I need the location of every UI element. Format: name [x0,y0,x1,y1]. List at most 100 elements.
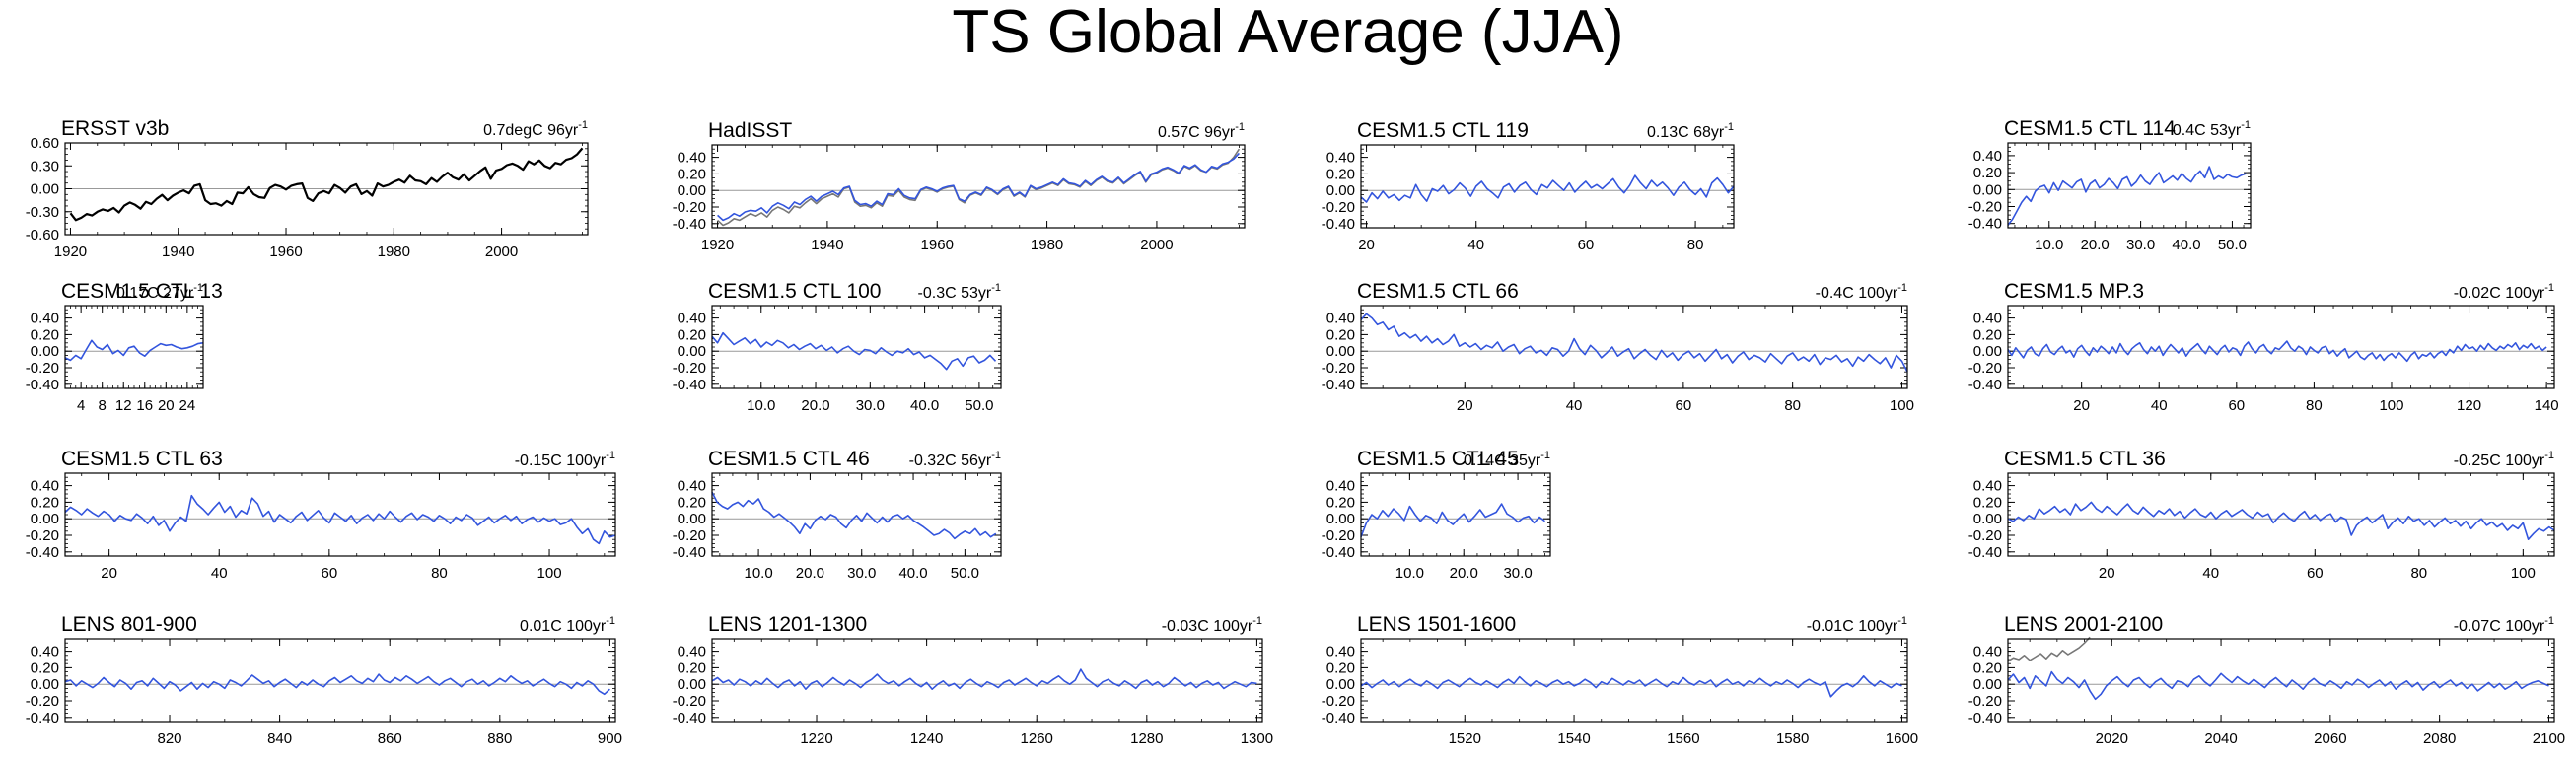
series-line-cesm1-5-mp-3 [2007,340,2547,363]
panel-lens1501: LENS 1501-1600 -0.01C 100yr-1 0.400.200.00… [1322,613,1918,747]
y-tick-label: 0.00 [1973,676,2002,693]
trend-value: 0.13C 68yr [1647,124,1725,141]
y-tick-label: -0.20 [673,693,706,710]
x-tick-label: 30.0 [847,565,876,582]
plot-frame [711,305,1002,389]
panel-ctl46: CESM1.5 CTL 46 -0.32C 56yr-10.400.200.00-… [673,448,1002,582]
trend-value: 0.01C 100yr [520,618,607,635]
x-tick-label: 2080 [2423,730,2456,747]
y-tick-label: 0.40 [1326,478,1355,495]
panel-ctl66: CESM1.5 CTL 66 -0.4C 100yr-10.400.200.00-… [1322,280,1914,414]
trend-exponent: -1 [1724,121,1734,133]
panel-lens1201: LENS 1201-1300 -0.03C 100yr-1 0.400.200.00… [673,613,1273,747]
plot-frame [2007,305,2555,389]
y-tick-label: 0.40 [1973,478,2002,495]
x-tick-label: 1980 [1031,237,1063,253]
y-tick-label: 0.00 [1973,511,2002,527]
x-tick-label: 1980 [378,243,410,260]
x-tick-label: 1920 [701,237,734,253]
trend-value: -0.25C 100yr [2454,452,2545,469]
series-line-cesm1-5-ctl-13 [64,339,204,362]
x-tick-label: 1220 [800,730,832,747]
y-tick-label: 0.20 [1326,494,1355,511]
y-tick-label: -0.40 [26,710,59,727]
x-tick-label: 80 [2410,565,2427,582]
plot-frame [711,144,1246,229]
x-tick-label: 840 [267,730,292,747]
y-tick-label: 0.40 [678,150,706,167]
y-tick-label: -0.40 [1968,544,2002,561]
y-tick-label: -0.20 [26,693,59,710]
x-tick-label: 24 [179,397,196,414]
plot-frame [2007,142,2252,229]
x-tick-label: 10.0 [747,397,775,414]
trend-label: 0.17C 27yr-1 [116,282,203,302]
x-tick-label: 30.0 [2126,237,2155,253]
panel-ctl63: CESM1.5 CTL 63 -0.15C 100yr-1 0.400.200.00… [26,448,616,582]
y-tick-label: -0.20 [1968,693,2002,710]
x-tick-label: 100 [2511,565,2536,582]
y-tick-label: 0.20 [31,494,59,511]
y-tick-label: 0.40 [678,311,706,327]
trend-exponent: -1 [1252,615,1262,627]
y-tick-label: 0.40 [31,644,59,661]
x-tick-label: 1300 [1241,730,1273,747]
panel-title: LENS 2001-2100 [2004,613,2163,636]
y-tick-label: 0.20 [678,494,706,511]
x-tick-label: 20.0 [801,397,829,414]
x-tick-label: 60 [1578,237,1595,253]
y-tick-label: -0.40 [1322,544,1355,561]
plot-frame [64,142,589,236]
x-tick-label: 40.0 [2172,237,2200,253]
y-tick-label: -0.40 [26,377,59,393]
x-tick-label: 880 [487,730,512,747]
trend-label: 0.57C 96yr-1 [1158,121,1245,141]
series-line-lens-1501-1600 [1360,674,1902,698]
x-tick-label: 40 [2151,397,2168,414]
x-tick-label: 10.0 [744,565,772,582]
y-tick-label: -0.40 [26,544,59,561]
series-line-lens-2001-2100 [2007,670,2549,701]
y-tick-label: 0.20 [678,660,706,676]
trend-label: -0.01C 100yr-1 [1807,615,1907,635]
y-tick-label: -0.40 [673,216,706,233]
x-tick-label: 50.0 [2218,237,2247,253]
panel-title: ERSST v3b [61,117,169,140]
x-tick-label: 1280 [1130,730,1163,747]
x-tick-label: 20 [2099,565,2115,582]
trend-exponent: -1 [1897,282,1907,294]
x-tick-label: 820 [158,730,182,747]
plot-frame [64,305,204,389]
trend-exponent: -1 [1540,450,1550,461]
y-tick-label: 0.00 [678,676,706,693]
y-tick-label: 0.00 [31,676,59,693]
x-tick-label: 1240 [910,730,943,747]
panel-title: CESM1.5 CTL 100 [708,280,881,303]
y-tick-label: -0.40 [673,377,706,393]
y-tick-label: -0.40 [673,710,706,727]
trend-exponent: -1 [606,615,615,627]
panel-title: CESM1.5 CTL 114 [2004,117,2176,140]
y-tick-label: 0.20 [31,660,59,676]
y-tick-label: 0.00 [1326,676,1355,693]
x-tick-label: 40.0 [898,565,927,582]
x-tick-label: 80 [1784,397,1801,414]
x-tick-label: 100 [537,565,562,582]
y-tick-label: 0.40 [1326,644,1355,661]
x-tick-label: 140 [2535,397,2559,414]
panel-lens2001: LENS 2001-2100 -0.07C 100yr-1 0.400.200.00… [1968,613,2565,747]
y-tick-label: 0.20 [1326,660,1355,676]
trend-label: -0.03C 100yr-1 [1162,615,1262,635]
x-tick-label: 2040 [2204,730,2237,747]
x-tick-label: 1520 [1449,730,1481,747]
trend-value: 0.14C 35yr [1464,452,1541,469]
panel-title: CESM1.5 CTL 45 [1357,448,1519,470]
y-tick-label: -0.20 [1322,360,1355,377]
panel-lens801: LENS 801-900 0.01C 100yr-10.400.200.00-0.… [26,613,622,747]
x-tick-label: 40.0 [910,397,939,414]
series-line-cesm1-5-ctl-66 [1360,313,1908,373]
series-line-lens-1201-1300 [711,668,1257,691]
trend-exponent: -1 [1235,121,1245,133]
trend-value: 0.17C 27yr [116,285,194,302]
trend-label: 0.01C 100yr-1 [520,615,615,635]
